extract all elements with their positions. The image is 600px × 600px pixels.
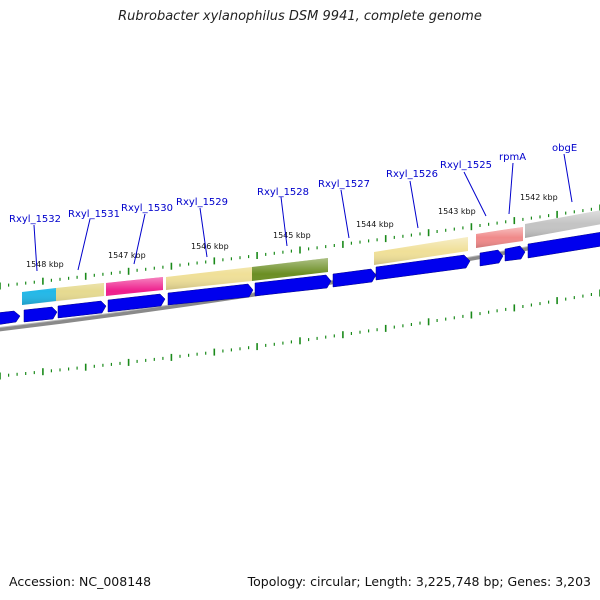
gene-label-rpma[interactable]: rpmA <box>499 152 526 163</box>
gene-label-rxyl-1531[interactable]: Rxyl_1531 <box>68 209 120 220</box>
cds-arrow[interactable] <box>107 293 166 313</box>
feature-bars <box>22 210 600 305</box>
cds-arrow[interactable] <box>57 300 107 319</box>
cds-arrow[interactable] <box>167 283 254 306</box>
scale-label-1545: 1545 kbp <box>273 231 311 240</box>
gene-label-rxyl-1528[interactable]: Rxyl_1528 <box>257 187 309 198</box>
gene-labels: Rxyl_1532 Rxyl_1531 Rxyl_1530 Rxyl_1529 … <box>9 143 577 225</box>
gene-label-obge[interactable]: obgE <box>552 143 577 154</box>
gene-label-rxyl-1529[interactable]: Rxyl_1529 <box>176 197 228 208</box>
scale-labels: 1548 kbp 1547 kbp 1546 kbp 1545 kbp 1544… <box>26 193 558 269</box>
scale-label-1543: 1543 kbp <box>438 207 476 216</box>
gene-label-rxyl-1530[interactable]: Rxyl_1530 <box>121 203 173 214</box>
cds-arrows <box>0 232 600 325</box>
cds-arrow[interactable] <box>332 268 377 288</box>
scale-ticks-inner <box>0 289 600 380</box>
cds-arrow[interactable] <box>504 245 526 262</box>
feature-bars-shine <box>22 210 600 305</box>
cds-arrow[interactable] <box>23 306 58 323</box>
cds-arrow[interactable] <box>0 310 21 325</box>
gene-label-rxyl-1527[interactable]: Rxyl_1527 <box>318 179 370 190</box>
scale-label-1546: 1546 kbp <box>191 242 229 251</box>
accession-text: Accession: NC_008148 <box>9 574 152 589</box>
gene-label-rxyl-1525[interactable]: Rxyl_1525 <box>440 160 492 171</box>
genome-summary-text: Topology: circular; Length: 3,225,748 bp… <box>247 574 591 589</box>
map-title: Rubrobacter xylanophilus DSM 9941, compl… <box>118 9 482 24</box>
cds-arrow[interactable] <box>527 232 600 259</box>
leader-lines <box>33 153 573 272</box>
gene-label-rxyl-1532[interactable]: Rxyl_1532 <box>9 214 61 225</box>
scale-label-1547: 1547 kbp <box>108 251 146 260</box>
scale-label-1544: 1544 kbp <box>356 220 394 229</box>
scale-ticks-outer <box>0 204 600 290</box>
cds-arrow[interactable] <box>479 249 504 267</box>
scale-label-1548: 1548 kbp <box>26 260 64 269</box>
cds-arrow[interactable] <box>375 254 471 281</box>
cds-arrow[interactable] <box>254 274 332 297</box>
scale-label-1542: 1542 kbp <box>520 193 558 202</box>
gene-label-rxyl-1526[interactable]: Rxyl_1526 <box>386 169 438 180</box>
